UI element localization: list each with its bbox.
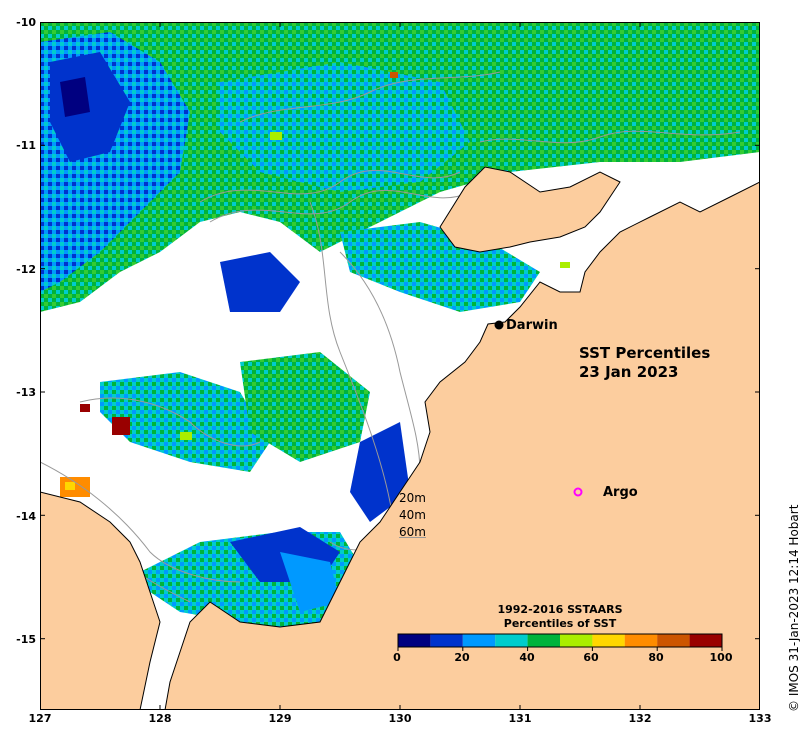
lon-tick-label: 129 <box>268 712 292 725</box>
darwin-label: Darwin <box>506 318 558 333</box>
depth-label-40m: 40m <box>399 508 426 522</box>
colorbar-frame <box>397 633 723 648</box>
colorbar-tick-label: 40 <box>519 651 535 664</box>
lon-tick-label: 133 <box>748 712 772 725</box>
colorbar-tick-label: 60 <box>583 651 599 664</box>
colorbar-segment <box>657 634 690 647</box>
map-panel <box>40 22 760 710</box>
colorbar-segment <box>430 634 463 647</box>
colorbar-tick-label: 100 <box>709 651 733 664</box>
colorbar-segment <box>495 634 528 647</box>
lon-tick-label: 131 <box>508 712 532 725</box>
lon-tick-label: 132 <box>628 712 652 725</box>
sst-percentile-map <box>40 22 760 710</box>
colorbar-tick-label: 20 <box>454 651 470 664</box>
colorbar-segment <box>462 634 496 647</box>
colorbar-segment <box>592 634 625 647</box>
colorbar-tick-label: 0 <box>393 651 401 664</box>
argo-label: Argo <box>603 485 638 500</box>
lat-tick-label: -15 <box>16 633 36 646</box>
map-title: SST Percentiles 23 Jan 2023 <box>579 344 710 382</box>
colorbar-segment <box>624 634 658 647</box>
depth-label-60m: 60m <box>399 525 426 539</box>
legend-title: 1992-2016 SSTAARS Percentiles of SST <box>470 603 650 631</box>
axis-ticks <box>40 22 760 710</box>
argo-marker <box>573 487 583 497</box>
colorbar-segment <box>527 634 560 647</box>
lat-tick-label: -10 <box>16 16 36 29</box>
colorbar-segment <box>689 634 722 647</box>
legend-colorbar <box>397 633 723 651</box>
colorbar-segment <box>398 634 431 647</box>
land-mass <box>40 166 760 710</box>
legend-title-line-1: 1992-2016 SSTAARS <box>497 603 623 616</box>
lon-tick-label: 128 <box>148 712 172 725</box>
title-line-2: 23 Jan 2023 <box>579 363 679 381</box>
sst-data-field <box>40 22 760 632</box>
colorbar-tick-label: 80 <box>648 651 664 664</box>
lat-tick-label: -12 <box>16 263 36 276</box>
lat-tick-label: -14 <box>16 510 36 523</box>
lat-tick-label: -13 <box>16 386 36 399</box>
darwin-marker <box>494 320 504 330</box>
colorbar-segment <box>560 634 593 647</box>
credit-text: © IMOS 31-Jan-2023 12:14 Hobart <box>787 504 800 712</box>
lat-tick-label: -11 <box>16 139 36 152</box>
legend-title-line-2: Percentiles of SST <box>503 617 617 630</box>
title-line-1: SST Percentiles <box>579 344 711 362</box>
lon-tick-label: 127 <box>28 712 52 725</box>
lon-tick-label: 130 <box>388 712 412 725</box>
depth-label-20m: 20m <box>399 491 426 505</box>
